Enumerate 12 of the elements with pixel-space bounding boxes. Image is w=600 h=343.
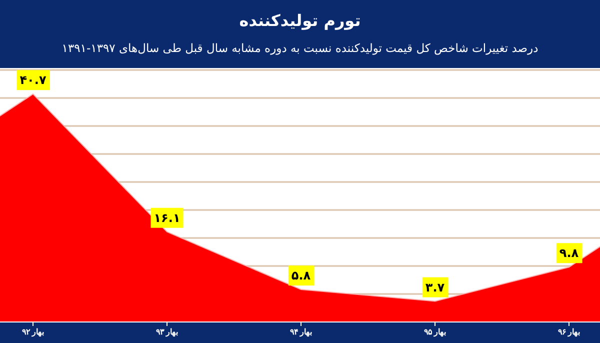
data-label: ۴۰.۷	[20, 73, 47, 88]
x-tick-label: بهار ۹۳	[156, 328, 178, 338]
x-tick-label: بهار ۹۶	[558, 328, 580, 338]
x-tick-label: بهار ۹۴	[290, 328, 312, 338]
x-tick-label: بهار ۹۵	[424, 328, 446, 338]
data-label: ۱۶.۱	[154, 210, 180, 225]
chart-subtitle: درصد تغییرات شاخص کل قیمت تولیدکننده نسبت به دوره مشابه سال قبل طی سال‌های ۱۳۹۷-۱۳۹۱	[62, 41, 538, 55]
data-label: ۹.۸	[559, 246, 580, 260]
data-label: ۳.۷	[425, 280, 446, 294]
chart-title: تورم تولیدکننده	[239, 11, 361, 30]
data-label: ۵.۸	[291, 268, 312, 283]
x-tick-label: بهار ۹۲	[22, 328, 44, 338]
